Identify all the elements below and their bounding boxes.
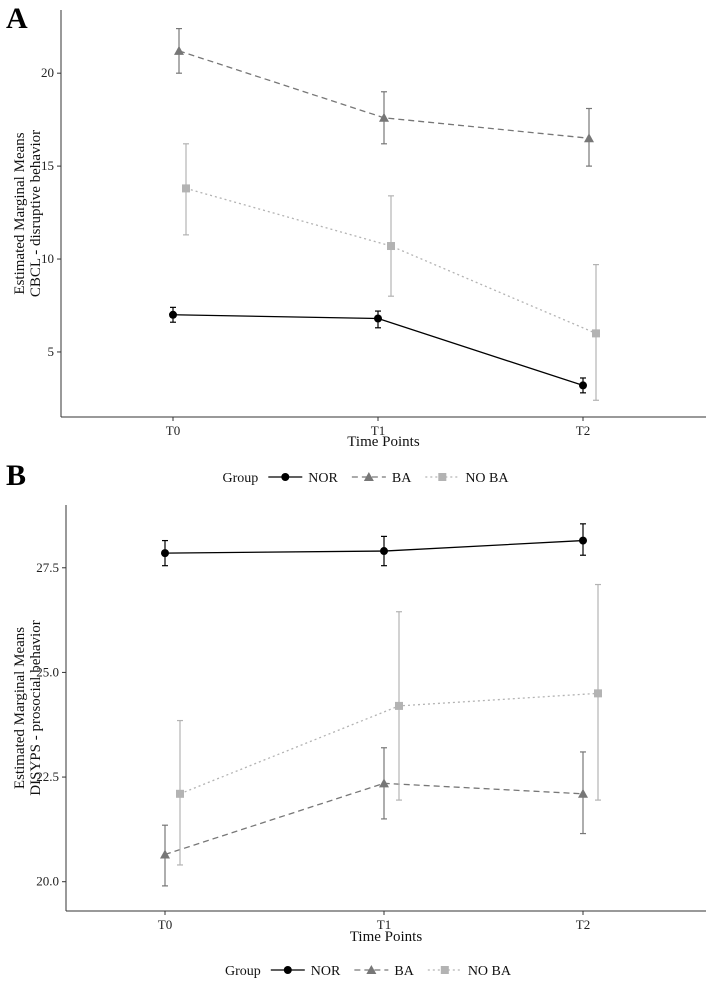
legend-title: Group <box>223 471 259 486</box>
legend-key-marker-nor <box>281 473 290 481</box>
x-tick-label: T2 <box>576 917 590 932</box>
data-point-nor <box>579 536 587 545</box>
y-tick-label: 15 <box>41 158 54 173</box>
series-no-ba <box>182 143 600 401</box>
series-line-nor <box>164 539 584 554</box>
data-point-nor <box>380 547 388 556</box>
y-tick-label: 20.0 <box>36 874 59 889</box>
x-tick-label: T0 <box>166 423 180 438</box>
legend-label-nor: NOR <box>308 471 338 486</box>
data-point-no-ba <box>395 701 403 710</box>
data-point-nor <box>161 549 169 558</box>
data-point-ba <box>174 45 184 55</box>
series-no-ba <box>176 583 602 866</box>
legend-a: Group NOR BA NO BA <box>223 471 510 486</box>
panel-label-b: B <box>6 459 26 492</box>
x-axis-title: Time Points <box>350 929 423 945</box>
x-tick-label: T2 <box>576 423 590 438</box>
series-ba <box>160 747 588 887</box>
y-tick-label: 5 <box>48 344 55 359</box>
legend-key-marker-no-ba <box>440 966 449 974</box>
series-nor <box>161 523 587 567</box>
legend-key-marker-no-ba <box>438 473 447 481</box>
y-tick-label: 22.5 <box>36 769 59 784</box>
y-tick-label: 10 <box>41 251 54 266</box>
y-axis-title: Estimated Marginal MeansCBCL - disruptiv… <box>12 130 44 297</box>
legend-b: Group NOR BA NO BA <box>225 964 512 979</box>
y-axis-title-line: Estimated Marginal Means <box>12 132 28 294</box>
data-point-nor <box>169 310 177 319</box>
legend-key-marker-ba <box>366 965 377 974</box>
x-tick-label: T1 <box>377 917 391 932</box>
data-point-nor <box>579 381 587 390</box>
y-tick-label: 20 <box>41 65 54 80</box>
data-point-no-ba <box>182 184 190 193</box>
data-point-nor <box>374 314 382 323</box>
y-axis-title-line: CBCL - disruptive behavior <box>28 130 44 297</box>
x-axis-title: Time Points <box>347 434 420 450</box>
y-tick-label: 25.0 <box>36 664 59 679</box>
series-line-no-ba <box>179 692 599 795</box>
data-point-ba <box>578 788 588 798</box>
y-axis-title-line: DISYPS - prosocial behavior <box>28 620 44 795</box>
data-point-ba <box>584 133 594 143</box>
chart-panel-b: 20.0 22.5 25.0 27.5 T0 T1 T2 Time Points Estimat… <box>12 505 706 945</box>
legend-label-no-ba: NO BA <box>465 471 509 486</box>
y-axis-title: Estimated Marginal MeansDISYPS - prosoci… <box>12 620 44 795</box>
data-point-no-ba <box>387 242 395 251</box>
data-point-no-ba <box>592 329 600 338</box>
series-line-ba <box>164 782 584 856</box>
chart-panel-a: 5 10 15 20 T0 T1 T2 Time Points Estimated Margin… <box>12 10 706 450</box>
series-nor <box>169 306 587 394</box>
legend-label-ba: BA <box>394 964 414 979</box>
series-line-no-ba <box>185 187 597 334</box>
series-ba <box>174 27 594 167</box>
data-point-no-ba <box>594 689 602 698</box>
legend-key-marker-ba <box>363 472 374 481</box>
legend-key-marker-nor <box>283 966 292 974</box>
legend-label-no-ba: NO BA <box>468 964 512 979</box>
data-point-no-ba <box>176 789 184 798</box>
panel-label-a: A <box>6 2 28 35</box>
legend-label-nor: NOR <box>311 964 341 979</box>
data-point-ba <box>160 849 170 859</box>
legend-title: Group <box>225 964 261 979</box>
y-axis-title-line: Estimated Marginal Means <box>12 627 28 789</box>
x-tick-label: T0 <box>158 917 172 932</box>
legend-label-ba: BA <box>392 471 412 486</box>
x-tick-label: T1 <box>371 423 385 438</box>
y-tick-label: 27.5 <box>36 560 59 575</box>
data-point-ba <box>379 778 389 788</box>
data-point-ba <box>379 112 389 122</box>
